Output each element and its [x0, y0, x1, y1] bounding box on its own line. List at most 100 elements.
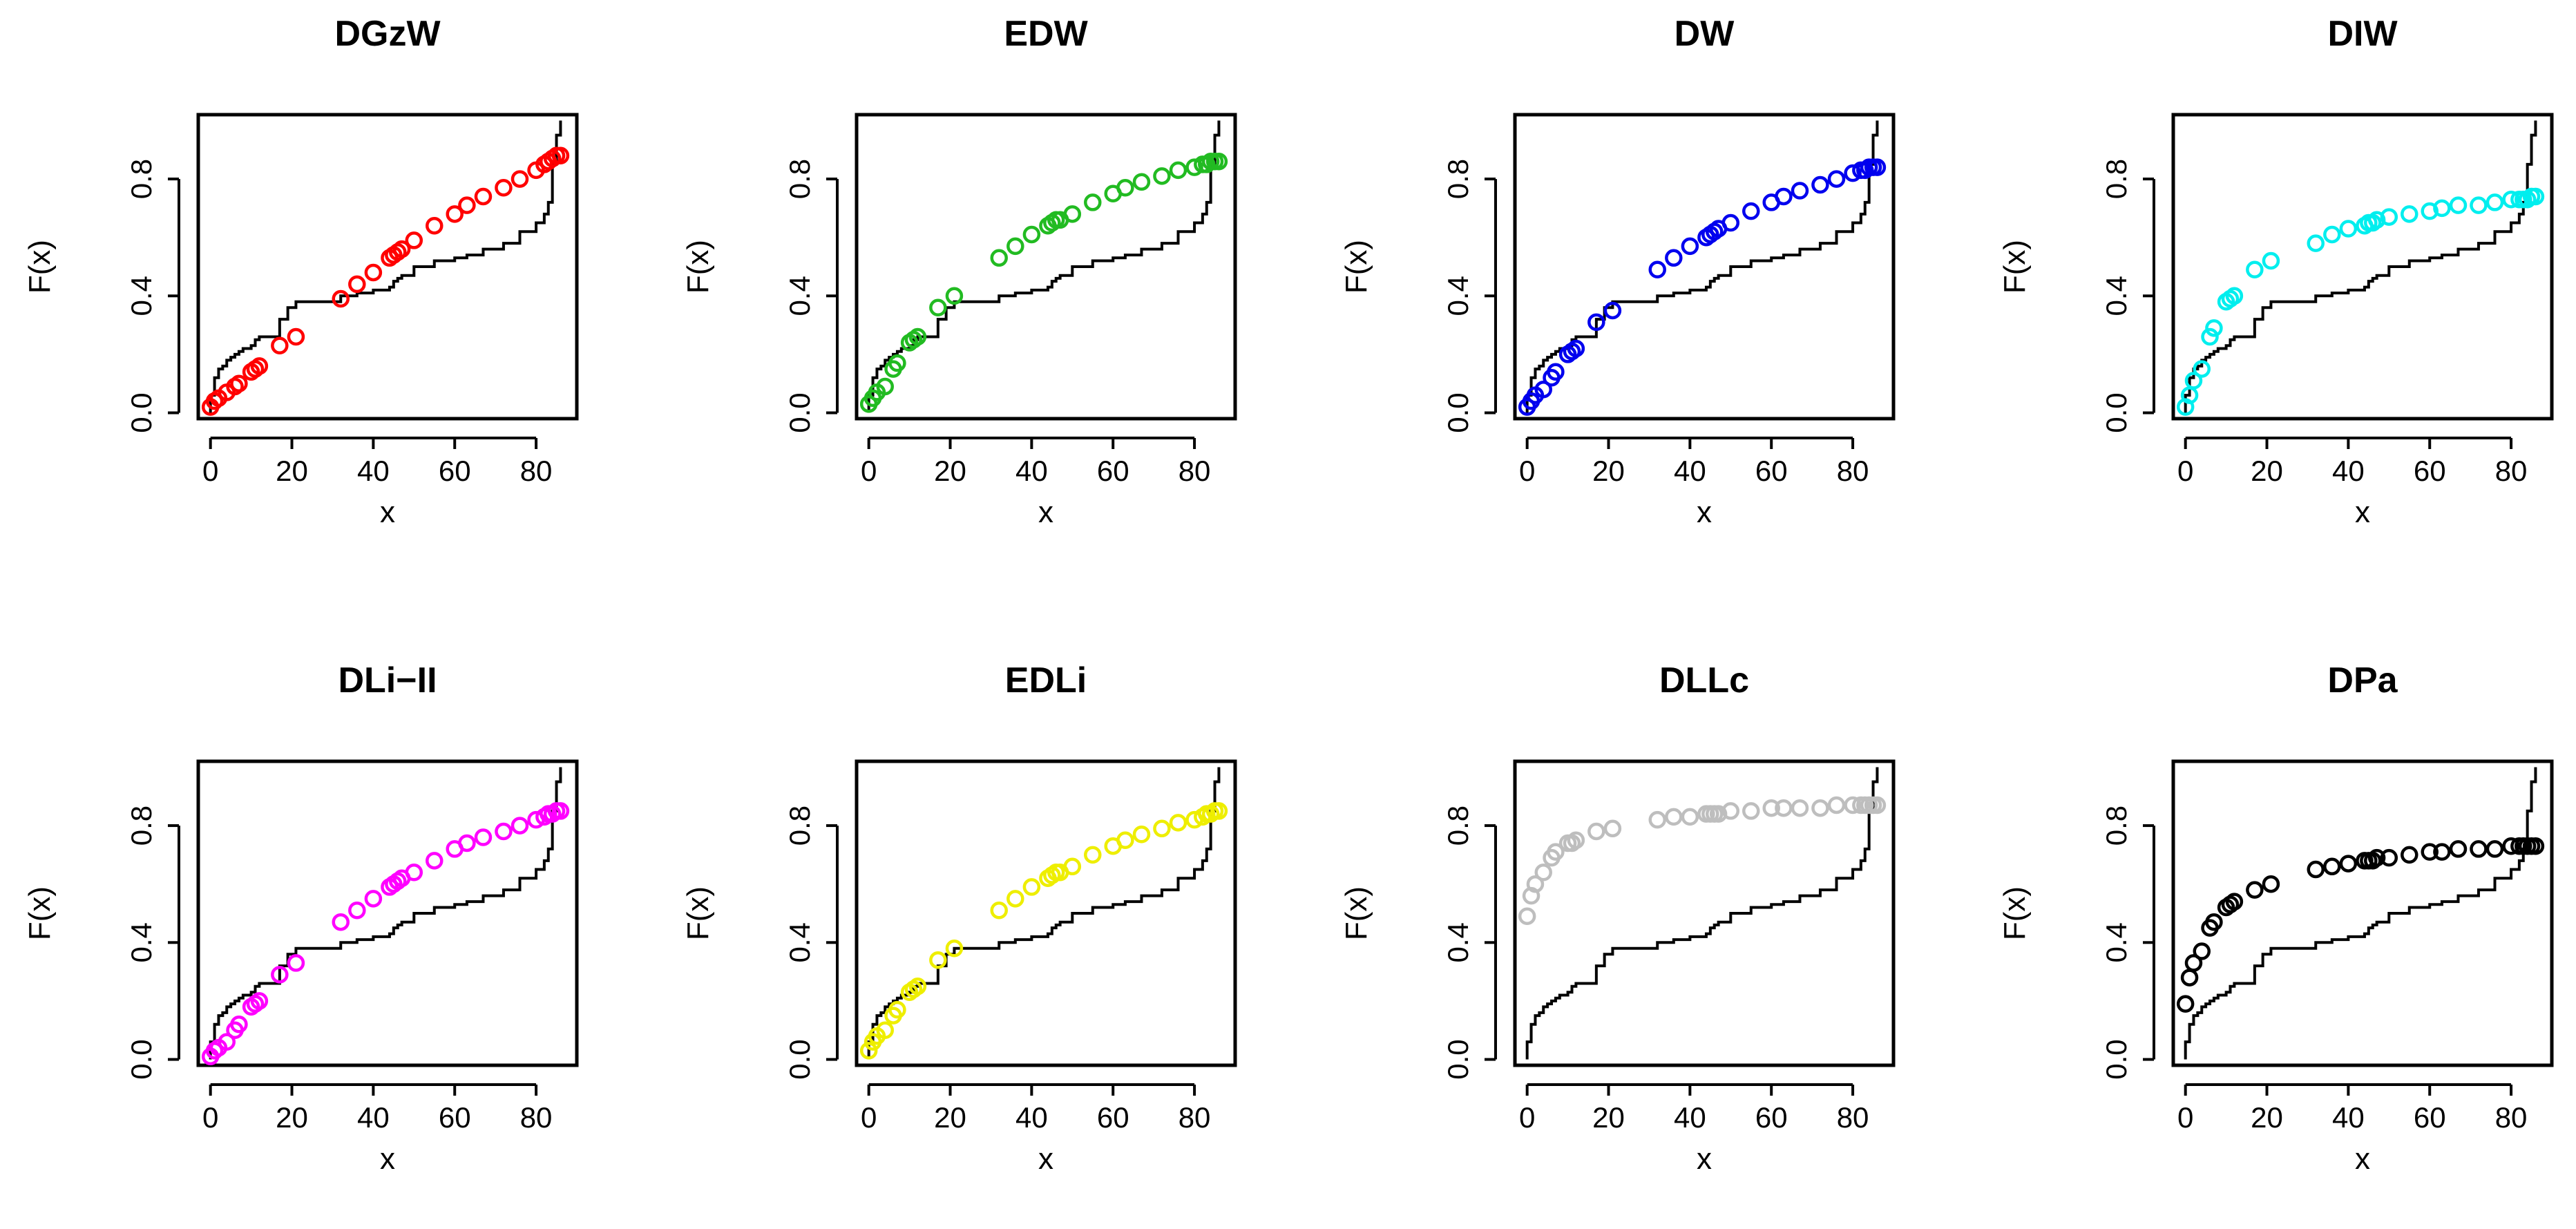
panel-8: DPa 0 20 40 60 80 x 0.0 0.4 0.8 F(x): [1998, 660, 2554, 1176]
ecdf-step-line: [867, 120, 1221, 413]
data-point: [1868, 158, 1887, 176]
x-axis-label: x: [380, 495, 395, 529]
x-tick-label: 40: [357, 1101, 390, 1134]
data-point: [1844, 796, 1862, 814]
data-point: [888, 354, 906, 372]
x-tick-label: 40: [1015, 455, 1048, 487]
data-point: [474, 828, 493, 846]
y-tick-label: 0.8: [1442, 159, 1474, 199]
x-tick-label: 40: [357, 455, 390, 487]
plot-frame: [855, 113, 1237, 421]
x-tick-label: 0: [1519, 1101, 1535, 1134]
panel-title: EDLi: [1005, 660, 1087, 701]
plot-frame: [196, 113, 579, 421]
panel-2: EDW 0 20 40 60 80 x 0.0 0.4 0.8 F(x): [681, 14, 1237, 529]
data-point: [250, 357, 269, 375]
data-point: [2205, 913, 2223, 931]
x-tick-label: 80: [1837, 455, 1869, 487]
x-axis-label: x: [1697, 495, 1712, 529]
panel-7: DLLc 0 20 40 60 80 x 0.0 0.4 0.8 F(x): [1339, 660, 1896, 1176]
data-point: [271, 336, 289, 354]
data-point: [1775, 799, 1793, 817]
ecdf-step-line: [2184, 767, 2537, 1060]
x-tick-label: 20: [1592, 1101, 1625, 1134]
ecdf-step-line: [209, 767, 562, 1060]
ecdf-step-line: [2184, 120, 2537, 413]
ecdf-step-line: [867, 767, 1221, 1060]
y-tick-label: 0.0: [125, 392, 158, 432]
y-tick-label: 0.8: [783, 806, 816, 846]
x-tick-label: 80: [520, 1101, 553, 1134]
data-point: [511, 817, 529, 835]
data-point: [2225, 893, 2244, 911]
data-point: [2486, 840, 2504, 858]
plot-frame: [2171, 113, 2554, 421]
data-point: [1567, 339, 1585, 358]
x-tick-label: 40: [2332, 455, 2365, 487]
data-point: [990, 902, 1008, 920]
x-tick-label: 80: [1837, 1101, 1869, 1134]
x-tick-label: 60: [1097, 455, 1129, 487]
data-point: [405, 864, 423, 882]
x-tick-label: 20: [2251, 455, 2283, 487]
data-point: [2526, 837, 2545, 855]
data-point: [230, 374, 248, 392]
data-point: [1169, 814, 1187, 832]
data-point: [2323, 857, 2341, 876]
y-tick-label: 0.8: [783, 159, 816, 199]
data-point: [1681, 808, 1699, 826]
data-point: [1587, 313, 1605, 332]
data-point: [1603, 301, 1622, 320]
data-point: [1547, 843, 1565, 861]
y-tick-label: 0.8: [2100, 159, 2133, 199]
data-point: [2401, 205, 2418, 223]
data-point: [1006, 237, 1024, 256]
y-tick-label: 0.8: [1442, 806, 1474, 846]
data-point: [287, 327, 305, 346]
data-point: [364, 263, 383, 282]
data-point: [2225, 287, 2244, 305]
x-axis-label: x: [1038, 1142, 1053, 1176]
data-point: [1721, 213, 1740, 232]
data-point: [218, 1033, 236, 1051]
data-point: [908, 978, 927, 995]
x-tick-label: 80: [1179, 1101, 1211, 1134]
plot-frame: [1513, 759, 1896, 1067]
data-point: [1116, 831, 1134, 849]
data-point: [1811, 799, 1829, 817]
data-point: [1775, 187, 1793, 206]
data-point: [2246, 881, 2264, 899]
data-point: [2184, 372, 2203, 390]
data-point: [1063, 857, 1082, 876]
data-point: [2449, 840, 2468, 858]
data-point: [551, 802, 570, 820]
data-point: [2401, 846, 2418, 864]
y-axis-label: F(x): [1339, 886, 1373, 940]
x-tick-label: 0: [202, 1101, 218, 1134]
x-tick-label: 60: [2414, 1101, 2446, 1134]
data-point: [2201, 327, 2219, 346]
y-tick-label: 0.0: [783, 1039, 816, 1079]
data-point: [1603, 819, 1622, 838]
y-tick-label: 0.4: [1442, 276, 1474, 316]
x-tick-label: 0: [2177, 455, 2193, 487]
data-point: [1063, 205, 1082, 223]
x-tick-label: 80: [1179, 455, 1211, 487]
data-point: [929, 951, 947, 969]
x-tick-label: 0: [1519, 455, 1535, 487]
data-point: [1518, 907, 1536, 925]
data-point: [1132, 173, 1151, 191]
y-tick-label: 0.8: [125, 806, 158, 846]
data-point: [1811, 175, 1829, 194]
data-point: [2433, 843, 2451, 861]
x-tick-label: 40: [1674, 1101, 1706, 1134]
data-point: [2470, 196, 2488, 214]
y-tick-label: 0.8: [2100, 806, 2133, 846]
data-point: [1742, 802, 1760, 820]
data-point: [1022, 225, 1041, 244]
data-point: [1116, 179, 1134, 197]
data-point: [888, 1000, 906, 1019]
plot-frame: [855, 759, 1237, 1067]
x-tick-label: 20: [2251, 1101, 2283, 1134]
